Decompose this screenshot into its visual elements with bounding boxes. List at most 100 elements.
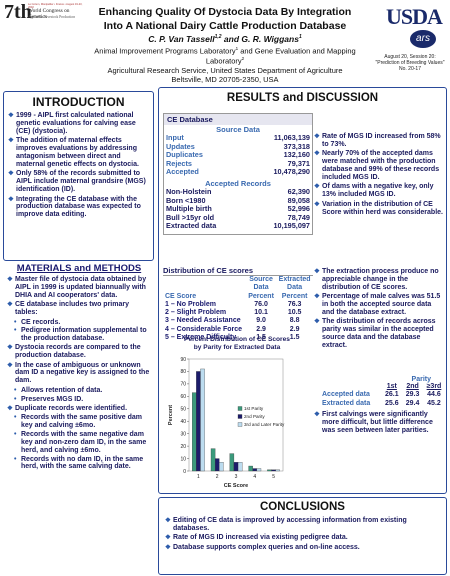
heading: RESULTS and DISCUSSION xyxy=(226,92,379,104)
table: CE Score Source Data Percent Extracted Data Pe… xyxy=(163,276,313,342)
x-axis-label: CE Score xyxy=(224,483,248,489)
y-tick-label: 40 xyxy=(180,419,186,425)
bullet: Only 58% of the records submitted to AIP… xyxy=(8,170,149,194)
table-header: CE Score Source Data Percent Extracted Data Pe… xyxy=(163,276,313,301)
table-cell: 52,996 xyxy=(287,204,310,214)
parity-table: Parity 1st 2nd ≥3rd Accepted data 26.1 29.3 44… xyxy=(320,376,445,408)
lab-sup: 2 xyxy=(241,56,245,62)
sub-bullet: Records with the same positive dam key a… xyxy=(13,414,151,430)
heading: CONCLUSIONS xyxy=(260,501,345,513)
table-header-cell: 1st xyxy=(386,383,397,390)
table-row: Extracted data 10,195,097 xyxy=(164,222,312,231)
table: 1st 2nd ≥3rd Accepted data 26.1 29.3 44.6 Extra… xyxy=(320,383,445,408)
sub-bullet: Pedigree information supplemental to the… xyxy=(13,327,151,343)
table-cell: 373,318 xyxy=(283,141,310,151)
table-cell: 10.5 xyxy=(287,309,302,316)
intro-box: INTRODUCTION 1999 - AIPL first calculate… xyxy=(3,91,154,261)
y-axis-label: Percent xyxy=(168,405,174,425)
methods: MATERIALS and METHODS Master file of dys… xyxy=(3,263,155,472)
table-cell: 29.3 xyxy=(405,391,420,399)
y-tick-label: 60 xyxy=(180,394,186,400)
table-cell: 3 – Needed Assistance xyxy=(165,317,241,325)
bullet-list: Editing of CE data is improved by access… xyxy=(165,517,440,552)
author-sup: 1 xyxy=(298,34,302,41)
table-row: Bull >15yr old 78,749 xyxy=(164,212,312,223)
table-cell: 10.1 xyxy=(254,309,268,316)
bar xyxy=(275,469,280,472)
table-cell: 76.3 xyxy=(287,300,302,308)
sub-bullet: Allows retention of data. xyxy=(13,387,151,395)
dist-table: Distribution of CE scores CE Score Source… xyxy=(163,266,313,342)
author-and: and xyxy=(223,34,240,45)
table-row: Accepted data 26.1 29.3 44.6 xyxy=(320,391,445,399)
bar xyxy=(271,469,276,472)
table-cell: 62,390 xyxy=(287,187,310,197)
sub-bullet: Records with the same negative dam key a… xyxy=(13,431,151,455)
table-cell: 10,195,097 xyxy=(273,221,310,231)
logo-name: World Congress on Genetics xyxy=(28,8,70,20)
table-row: Non-Holstein 62,390 xyxy=(164,187,312,197)
bullet: Database supports complex queries and on… xyxy=(165,544,440,552)
table-cell: 2.9 xyxy=(289,325,300,333)
table-cell: 45.2 xyxy=(427,399,441,407)
bullet: Rate of MGS ID increased via existing pe… xyxy=(165,534,440,542)
x-tick-label: 5 xyxy=(272,474,275,480)
table: Input 11,063,139 Updates 373,318 Duplicates 1… xyxy=(164,133,312,177)
table-cell: 11,063,139 xyxy=(273,133,310,142)
bullet: CE database includes two primary tables: xyxy=(7,301,151,317)
table-row: Input 11,063,139 xyxy=(164,133,312,143)
bullet: Master file of dystocia data obtained by… xyxy=(7,276,151,300)
chart: Percent Distribution of CE Scores by Pari… xyxy=(168,336,290,489)
table-cell: 44.6 xyxy=(427,391,441,399)
table-cell: 8.8 xyxy=(289,317,300,325)
table-header-cell: Source Data Percent xyxy=(246,276,276,301)
bar xyxy=(256,468,262,472)
table-cell: Extracted data xyxy=(322,399,371,407)
ars: ars xyxy=(410,30,436,48)
x-tick-label: 1 xyxy=(197,474,200,480)
table-header-cell: Extracted Data Percent xyxy=(276,276,313,301)
bullet: Integrating the CE database with the pro… xyxy=(8,196,149,220)
author-sup: 1,2 xyxy=(214,34,222,41)
table-cell: 10,478,290 xyxy=(273,167,310,177)
bar xyxy=(267,469,272,472)
table-title: Distribution of CE scores xyxy=(163,266,313,276)
table-cell: 1.5 xyxy=(256,333,266,341)
table: Non-Holstein 62,390 Born <1980 89,058 Multip… xyxy=(164,187,312,231)
bullet-list: Rate of MGS ID increased from 58% to 73%… xyxy=(314,133,445,217)
table-cell: 2 – Slight Problem xyxy=(165,309,227,316)
table-cell: Born <1980 xyxy=(166,195,206,205)
table-row: 2 – Slight Problem 10.1 10.5 xyxy=(163,309,313,317)
table-cell: 2.9 xyxy=(256,325,266,333)
table-header-cell: CE Score xyxy=(163,276,246,301)
bar xyxy=(252,468,258,472)
y-tick-label: 0 xyxy=(183,469,186,475)
heading: MATERIALS and METHODS xyxy=(16,263,142,274)
table-row: Duplicates 132,160 xyxy=(164,151,312,160)
session-line: No. 20-17 xyxy=(399,66,421,72)
bar xyxy=(214,458,220,472)
table-cell: 9.0 xyxy=(256,317,266,325)
header-line: Extracted xyxy=(278,276,311,283)
title: Enhancing Quality Of Dystocia Data By In… xyxy=(98,6,352,18)
bullet-list: Master file of dystocia data obtained by… xyxy=(7,276,151,471)
table-cell: Extracted data xyxy=(166,221,217,231)
table-cell: 78,749 xyxy=(287,212,310,222)
header-line: Data xyxy=(287,284,303,292)
affiliation: Animal Improvement Programs Laboratory1 … xyxy=(85,46,365,66)
legend-label: 3rd and Later Parity xyxy=(244,422,285,427)
y-tick-label: 50 xyxy=(180,407,186,413)
table-cell: 29.4 xyxy=(405,399,420,407)
bullet: The distribution of records across parit… xyxy=(314,318,445,350)
lab-sup: 1 xyxy=(235,46,239,52)
table-header-cell: 2nd xyxy=(406,383,419,390)
y-tick-label: 80 xyxy=(180,369,186,375)
bar xyxy=(192,392,197,472)
bullet: Of dams with a negative key, only 13% in… xyxy=(314,183,445,199)
table-cell: Multiple birth xyxy=(166,204,212,214)
table-cell: 76.0 xyxy=(254,300,268,308)
table-cell: 89,058 xyxy=(287,195,310,205)
bullet: Nearly 70% of the accepted dams were mat… xyxy=(314,150,445,182)
heading: INTRODUCTION xyxy=(32,95,125,109)
